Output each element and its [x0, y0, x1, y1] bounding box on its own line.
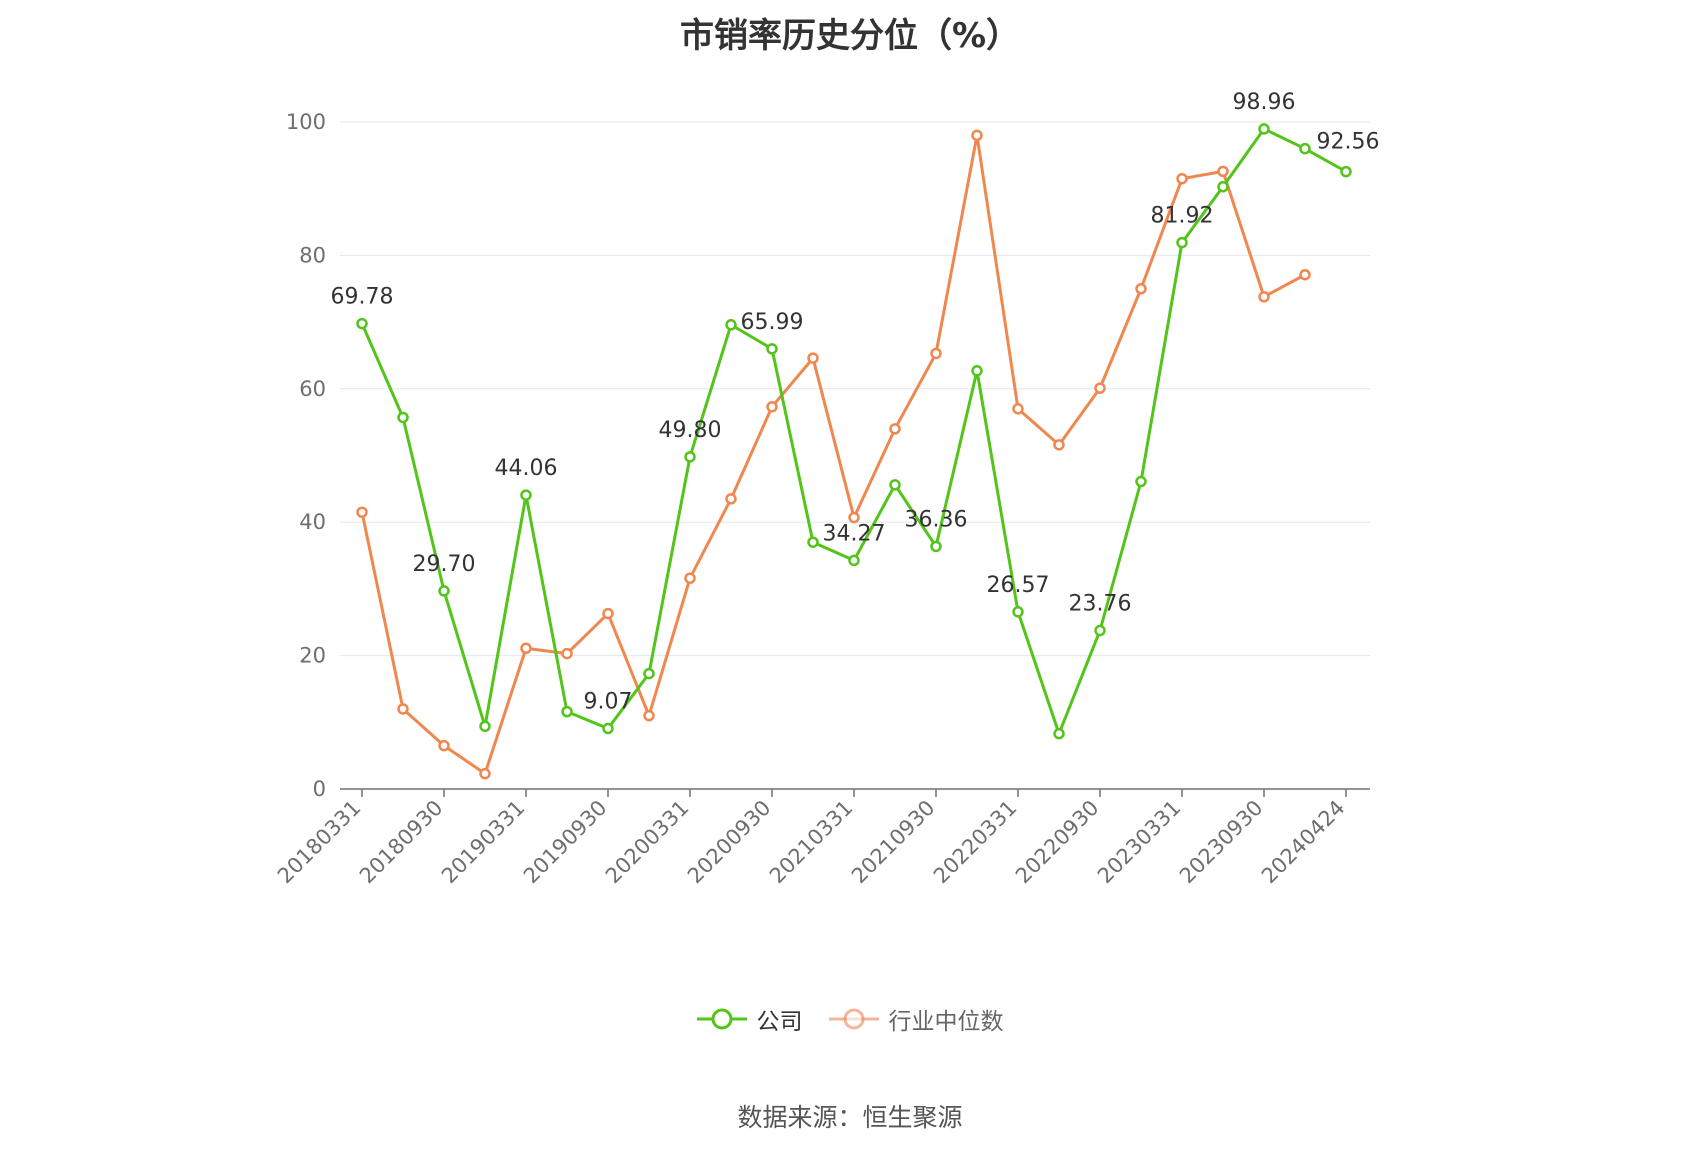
data-point	[397, 703, 409, 715]
data-point	[520, 489, 532, 501]
data-point	[1217, 180, 1229, 193]
data-label: 34.27	[823, 521, 886, 546]
y-tick-label: 100	[286, 110, 326, 134]
data-point	[643, 667, 655, 680]
series-layer	[356, 123, 1352, 780]
data-point	[807, 352, 819, 364]
legend-swatch-icon	[696, 1008, 747, 1030]
data-point	[397, 411, 409, 424]
data-point	[1258, 291, 1270, 303]
chart-title: 市销率历史分位（%）	[679, 16, 1021, 56]
data-point	[684, 572, 696, 584]
data-label: 81.92	[1151, 204, 1214, 229]
grid-layer	[340, 121, 1370, 657]
data-point	[1176, 172, 1188, 185]
data-label: 29.70	[413, 552, 476, 577]
data-point	[561, 705, 573, 718]
x-tick-label: 20240424	[1257, 796, 1350, 889]
x-tick-label: 20210930	[847, 796, 940, 889]
x-tick-label: 20180930	[355, 796, 448, 889]
data-point	[520, 642, 532, 655]
x-tick-label: 20230930	[1175, 796, 1268, 889]
data-point	[684, 451, 696, 463]
data-label: 44.06	[495, 456, 558, 481]
data-label: 26.57	[987, 573, 1050, 598]
y-tick-label: 0	[313, 777, 326, 801]
legend-label: 公司	[756, 1009, 803, 1035]
legend: 公司 行业中位数	[0, 1002, 1700, 1036]
data-label: 36.36	[905, 507, 968, 532]
data-point	[356, 317, 368, 330]
x-tick-label: 20190930	[519, 796, 612, 889]
y-tick-label: 40	[299, 510, 326, 534]
data-point	[643, 709, 655, 722]
x-tick-label: 20220930	[1011, 796, 1104, 889]
data-source-note: 数据来源：恒生聚源	[737, 1103, 963, 1132]
data-point	[479, 767, 491, 780]
data-point	[602, 722, 614, 735]
y-tick-label: 20	[299, 644, 326, 668]
legend-item-1[interactable]: 行业中位数	[828, 1002, 1004, 1036]
data-point	[766, 401, 778, 413]
label-layer: 69.78 29.70 44.06 9.07 49.80 65.99 34.27 36.36 2…	[331, 90, 1380, 715]
x-tick-label: 20180331	[273, 796, 366, 889]
y-tick-label: 80	[299, 243, 326, 267]
data-point	[889, 423, 901, 435]
data-point	[1094, 624, 1106, 637]
data-point	[930, 540, 942, 553]
data-point	[479, 720, 491, 733]
x-tick-label: 20200930	[683, 796, 776, 889]
data-point	[1053, 727, 1065, 740]
x-tick-label: 20230331	[1093, 796, 1186, 889]
data-label: 69.78	[331, 285, 394, 310]
x-tick-label: 20200331	[601, 796, 694, 889]
data-point	[1135, 475, 1147, 488]
data-label: 92.56	[1317, 130, 1380, 155]
data-point	[807, 536, 819, 548]
data-point	[1217, 165, 1229, 178]
data-label: 49.80	[659, 418, 722, 443]
data-point	[1053, 439, 1065, 451]
data-point	[438, 739, 450, 752]
data-point	[930, 347, 942, 360]
data-point	[971, 365, 983, 377]
data-point	[971, 129, 983, 142]
data-label: 9.07	[584, 690, 633, 715]
data-point	[1299, 268, 1311, 281]
data-point	[1094, 382, 1106, 394]
data-label: 23.76	[1069, 592, 1132, 617]
data-point	[1340, 165, 1352, 178]
data-point	[725, 493, 737, 505]
x-tick-label: 20190331	[437, 796, 530, 889]
data-point	[561, 647, 573, 660]
data-point	[725, 319, 737, 331]
data-label: 98.96	[1233, 90, 1296, 115]
legend-label: 行业中位数	[888, 1009, 1004, 1035]
data-point	[1012, 403, 1024, 415]
data-point	[1176, 236, 1188, 249]
data-point	[1299, 142, 1311, 155]
data-point	[356, 506, 368, 518]
data-point	[438, 585, 450, 597]
data-point	[889, 479, 901, 491]
series-line-1	[360, 133, 1306, 776]
data-point	[1012, 606, 1024, 618]
data-point	[602, 607, 614, 620]
data-label: 65.99	[741, 310, 804, 335]
x-tick-label: 20210331	[765, 796, 858, 889]
x-tick-label: 20220331	[929, 796, 1022, 889]
legend-swatch-icon	[828, 1008, 879, 1030]
legend-item-0[interactable]: 公司	[696, 1002, 803, 1036]
data-point	[1135, 283, 1147, 295]
data-point	[1258, 123, 1270, 135]
data-point	[848, 511, 860, 524]
y-tick-label: 60	[299, 377, 326, 401]
data-point	[766, 343, 778, 355]
data-point	[848, 554, 860, 567]
